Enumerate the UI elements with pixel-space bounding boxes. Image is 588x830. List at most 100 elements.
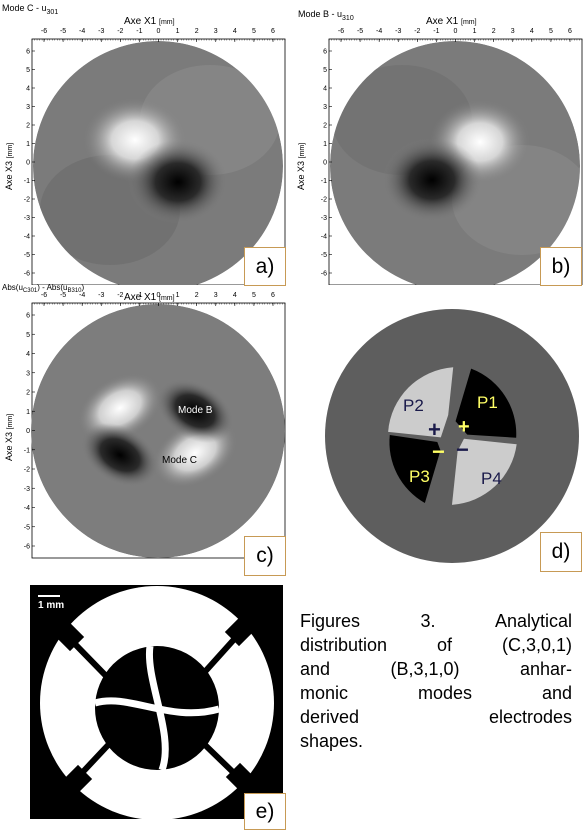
x-tick-label: 2 [492,28,496,35]
y-tick-label: -1 [24,447,30,454]
scale-bar: 1 mm [38,595,64,611]
y-tick-label: 1 [323,141,327,148]
y-ticks: 6 5 4 3 2 1 0 -1 -2 -3 -4 -5 -6 [321,49,332,278]
x-axis-label: Axe X1 [mm] [124,16,175,27]
y-tick-label: -6 [321,271,327,278]
y-tick-label: 4 [26,86,30,93]
mode-b-annotation: Mode B [178,405,213,416]
y-tick-label: 5 [323,67,327,74]
panel-a: -6 -5 -4 -3 -2 -1 0 1 2 3 4 5 6 6543210-1-2-3-4-5-6 … [2,3,286,285]
y-tick-label: 6 [26,313,30,320]
x-tick-label: 6 [568,28,572,35]
y-tick-label: 6 [323,49,327,56]
y-axis-label: Axe X3 [mm] [296,143,306,190]
x-tick-label: -5 [357,28,363,35]
mode-map [33,41,283,285]
x-tick-label: -1 [433,28,439,35]
y-tick-label: -3 [321,215,327,222]
x-tick-label: -2 [414,28,420,35]
panel-c: -6 -5 -4 -3 -2 -1 0 1 2 3 4 5 6 6543210-1-2-3-4-5-6 … [2,283,286,559]
x-tick-label: -5 [60,292,66,299]
x-tick-label: 6 [271,292,275,299]
x-tick-label: -1 [136,292,142,299]
y-tick-label: -6 [24,544,30,551]
electrode-p3 [389,435,441,504]
x-tick-label: 3 [511,28,515,35]
x-tick-label: -4 [376,28,382,35]
electrode-p1 [455,368,517,438]
caption-line: Figures 3. Analytical [300,611,572,631]
y-tick-label: 0 [26,160,30,167]
connector-arms [69,632,241,778]
panel-d-letter: d) [540,532,582,572]
x-tick-label: 5 [252,28,256,35]
figure-caption: Figures 3. Analytical distribution of (C… [300,609,572,753]
difference-map [31,304,285,558]
x-tick-label: 5 [549,28,553,35]
y-tick-label: 4 [323,86,327,93]
x-tick-label: -2 [117,28,123,35]
mode-map [330,41,580,285]
panel-c-letter: c) [244,536,286,576]
polarity-plus-p2: + [428,417,441,442]
mode-c-annotation: Mode C [162,455,197,466]
y-tick-label: 5 [26,67,30,74]
x-ticks: -6 -5 -4 -3 -2 -1 0 1 2 3 4 5 6 [328,28,583,42]
x-tick-label: 0 [157,292,161,299]
x-tick-label: -4 [79,28,85,35]
caption-line: and (B,3,1,0) anhar- [300,659,572,679]
y-ticks: 6 5 4 3 2 1 0 -1 -2 -3 -4 -5 -6 [24,49,35,278]
x-tick-label: -3 [98,292,104,299]
panel-e: 1 mm [30,585,283,820]
x-tick-label: 0 [157,28,161,35]
y-tick-label: -2 [321,197,327,204]
y-tick-label: 3 [26,370,30,377]
y-tick-label: 2 [323,123,327,130]
x-tick-label: -1 [136,28,142,35]
x-tick-label: 3 [214,28,218,35]
x-tick-label: 3 [214,292,218,299]
x-tick-label: 4 [233,292,237,299]
y-tick-label: 6 [26,49,30,56]
y-tick-label: 3 [323,104,327,111]
polarity-minus-p3: − [432,439,445,464]
x-tick-label: 2 [195,292,199,299]
x-tick-label: -4 [79,292,85,299]
caption-line: monic modes and [300,683,572,703]
electrode-pattern [94,645,220,772]
y-tick-label: -2 [24,197,30,204]
x-tick-label: 6 [271,28,275,35]
panel-e-letter: e) [244,793,286,830]
x-tick-label: 1 [176,28,180,35]
panel-title: Abs(uC301) - Abs(uB310) [2,283,85,294]
y-tick-label: 1 [26,141,30,148]
x-tick-label: -6 [41,28,47,35]
x-tick-label: 1 [473,28,477,35]
caption-line: derived electrodes [300,707,572,727]
y-tick-label: 0 [26,428,30,435]
electrode-label-p1: P1 [477,393,498,412]
x-axis-label: Axe X1 [mm] [426,16,477,27]
y-tick-label: -4 [24,505,30,512]
electrode-label-p3: P3 [409,467,430,486]
y-axis-label: Axe X3 [mm] [4,143,14,190]
polarity-minus-p4: − [456,437,469,462]
y-tick-label: -4 [321,234,327,241]
x-tick-label: 1 [176,292,180,299]
svg-text:1 mm: 1 mm [38,600,64,611]
y-tick-label: 3 [26,104,30,111]
polarity-plus-p1: + [458,416,470,438]
electrode-p4 [451,438,517,505]
x-tick-label: -6 [338,28,344,35]
x-tick-label: 2 [195,28,199,35]
x-ticks: -6 -5 -4 -3 -2 -1 0 1 2 3 4 5 6 [31,292,286,306]
x-tick-label: 4 [233,28,237,35]
connector-pads [55,617,255,794]
y-tick-label: -6 [24,271,30,278]
y-tick-label: 4 [26,351,30,358]
x-tick-label: -6 [41,292,47,299]
y-ticks: 6 5 4 3 2 1 0 -1 -2 -3 -4 -5 -6 [24,313,35,551]
y-tick-label: 1 [26,409,30,416]
x-tick-label: 5 [252,292,256,299]
x-tick-label: -5 [60,28,66,35]
